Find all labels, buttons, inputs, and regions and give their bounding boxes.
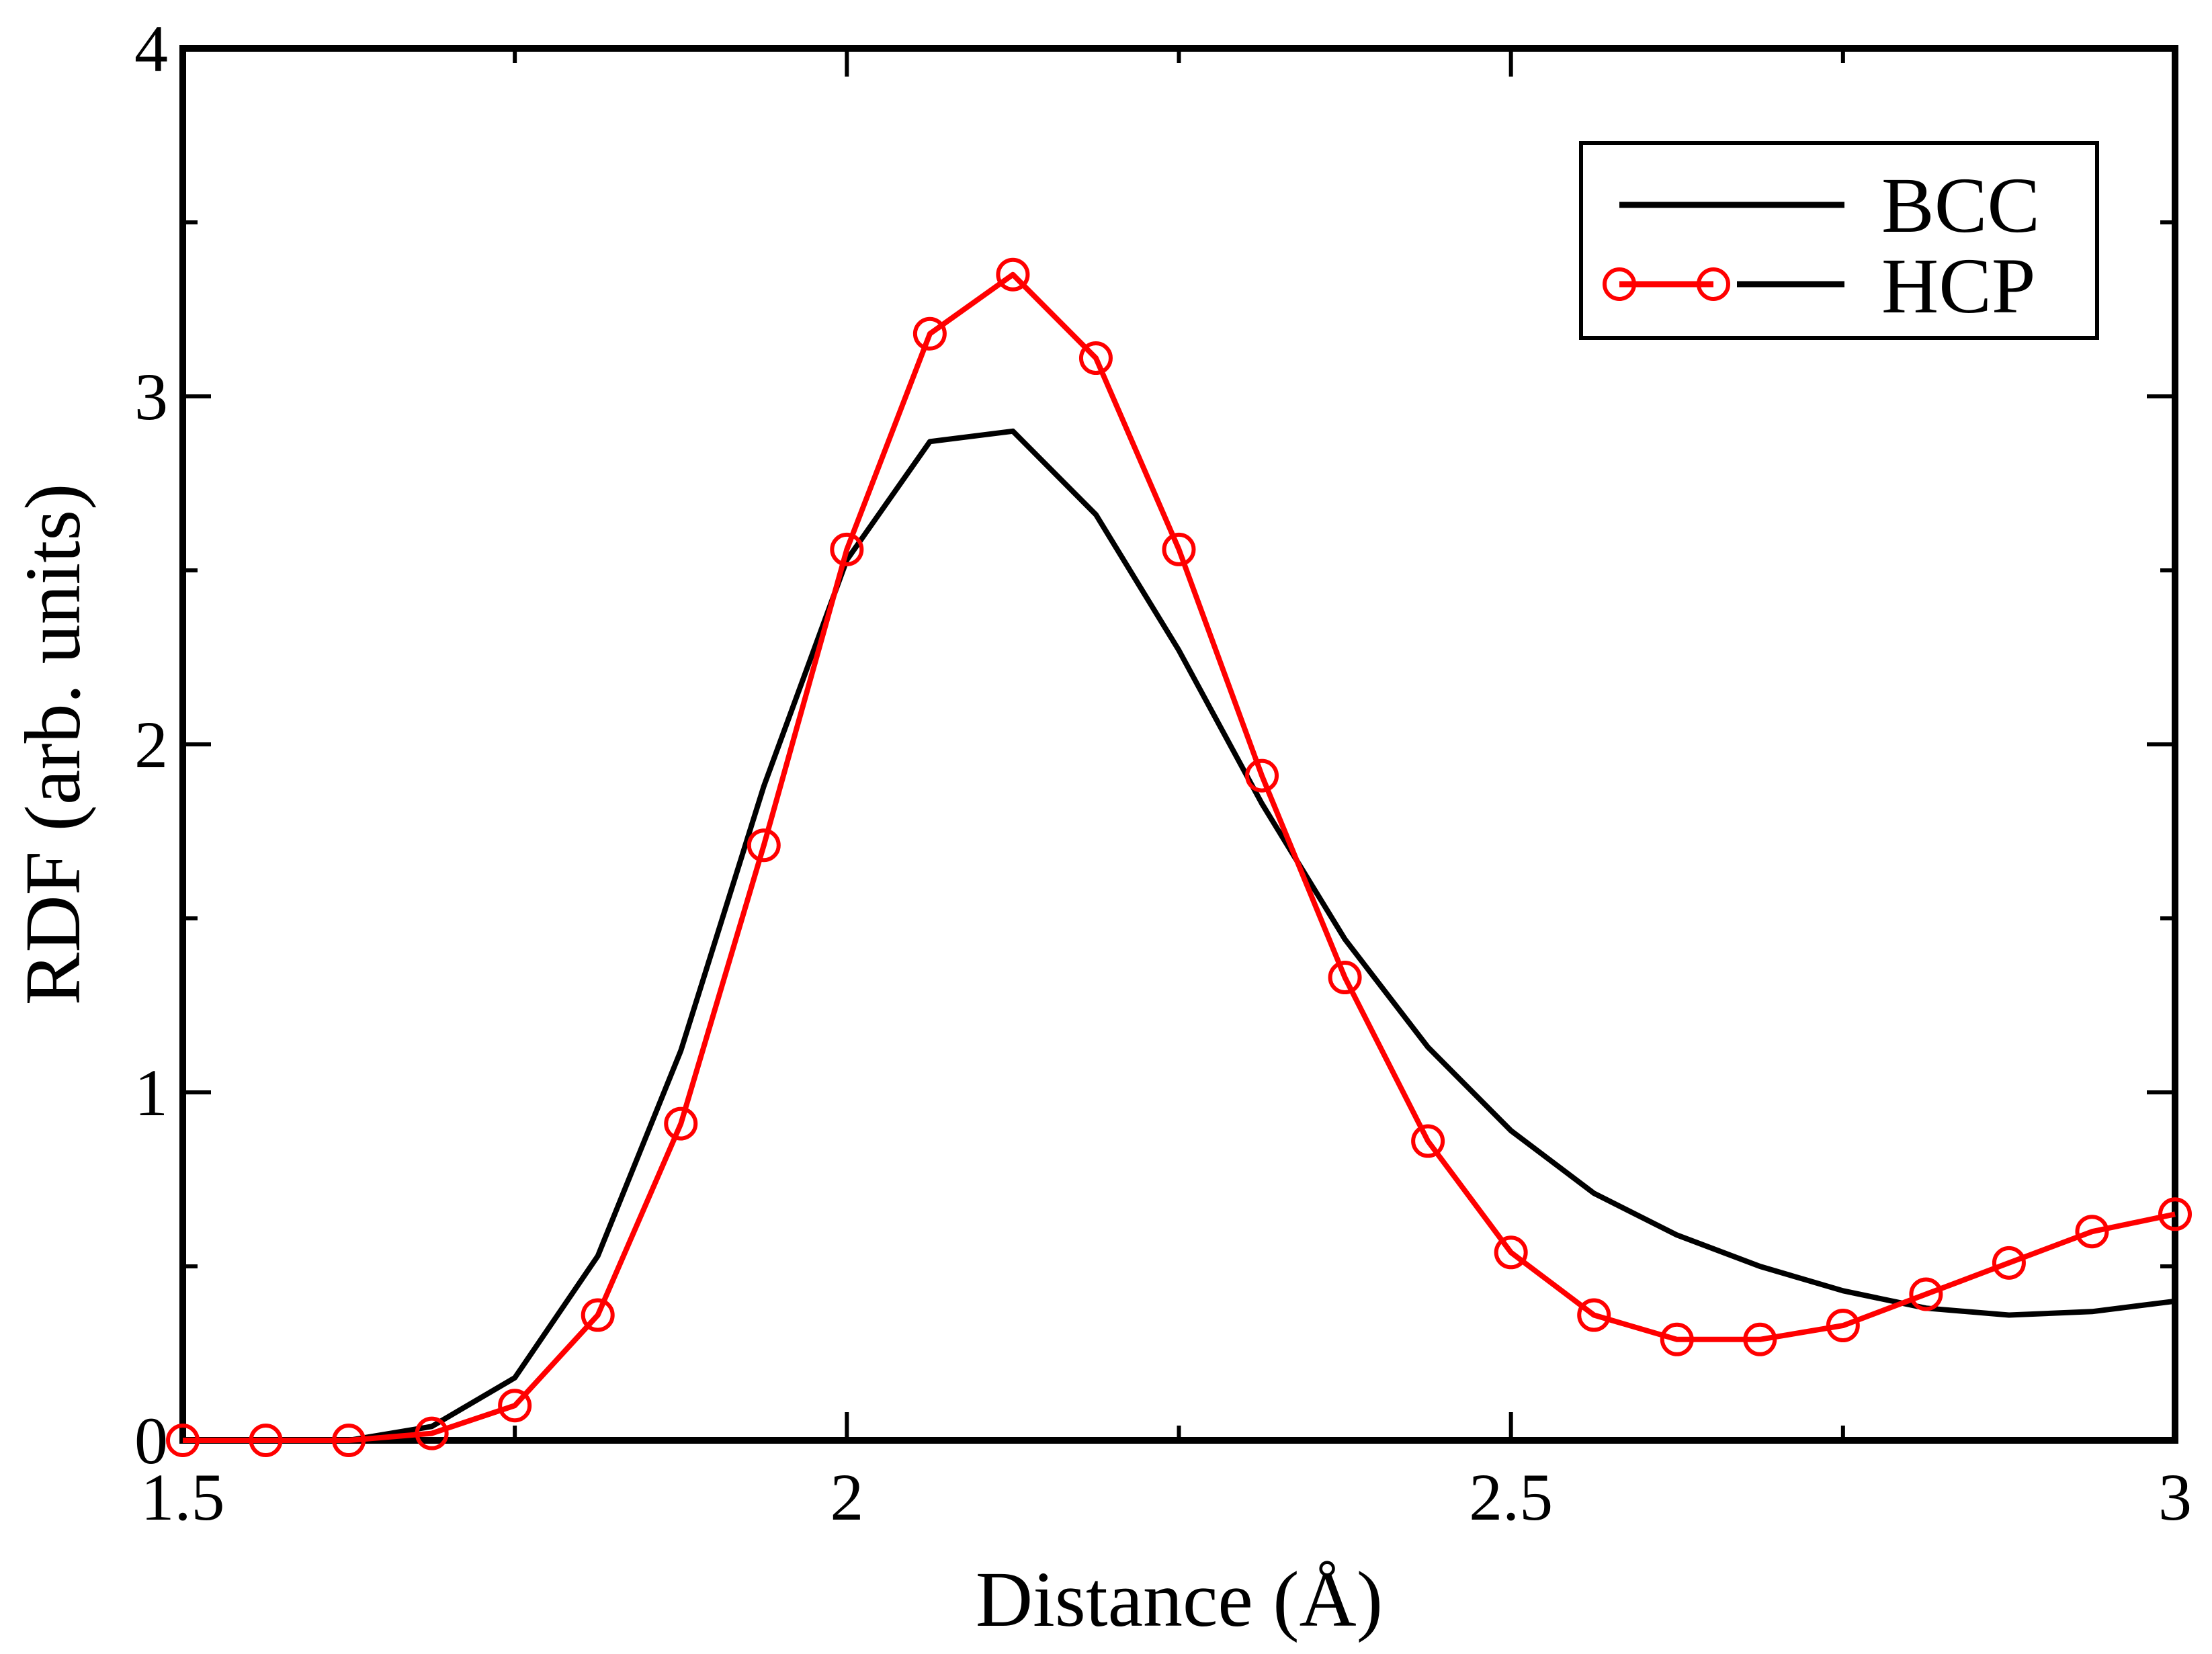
axis-ticks — [181, 46, 2177, 1442]
data-point-hcp — [1411, 1124, 1445, 1158]
data-point-hcp — [581, 1298, 615, 1332]
y-tick-label: 4 — [134, 11, 168, 86]
legend-box — [1579, 141, 2099, 340]
data-point-hcp — [830, 532, 864, 566]
x-tick-label: 2 — [830, 1460, 863, 1534]
y-tick-label: 3 — [134, 359, 168, 434]
data-point-hcp — [1826, 1309, 1860, 1343]
y-tick-label: 2 — [134, 707, 168, 782]
x-tick-label: 2.5 — [1469, 1460, 1553, 1534]
data-point-hcp — [2075, 1215, 2109, 1249]
data-point-hcp — [1577, 1298, 1611, 1332]
x-axis-label: Distance (Å) — [976, 1555, 1383, 1643]
series-layer — [166, 257, 2192, 1457]
data-point-hcp — [1078, 341, 1113, 376]
series-hcp — [166, 257, 2192, 1457]
series-line-bcc — [183, 428, 2176, 1443]
data-point-hcp — [1245, 758, 1279, 793]
data-point-hcp — [664, 1106, 698, 1141]
y-tick-label: 0 — [134, 1403, 168, 1478]
data-point-hcp — [1328, 961, 1362, 995]
data-point-hcp — [1909, 1277, 1943, 1311]
data-point-hcp — [912, 316, 947, 351]
x-tick-label: 3 — [2158, 1460, 2192, 1534]
legend-marker-hcp — [1697, 267, 1730, 301]
y-tick-label: 1 — [134, 1055, 168, 1130]
legend-entry-bcc: BCC — [1619, 161, 2040, 249]
data-point-hcp — [498, 1389, 532, 1423]
data-point-hcp — [249, 1424, 283, 1457]
data-point-hcp — [332, 1424, 366, 1457]
legend-label-hcp: HCP — [1881, 242, 2036, 330]
data-point-hcp — [415, 1416, 449, 1450]
data-point-hcp — [996, 257, 1030, 292]
legend-label-bcc: BCC — [1881, 161, 2040, 249]
y-axis-label: RDF (arb. units) — [9, 484, 97, 1006]
series-bcc — [183, 428, 2176, 1443]
data-point-hcp — [1494, 1235, 1528, 1270]
series-line-hcp — [183, 271, 2176, 1443]
data-point-hcp — [1743, 1322, 1777, 1356]
legend-marker-hcp — [1603, 267, 1636, 301]
legend: BCC HCP — [1579, 141, 2099, 340]
data-point-hcp — [2158, 1197, 2192, 1231]
legend-entry-hcp: HCP — [1603, 242, 2036, 330]
x-tick-label: 1.5 — [141, 1460, 225, 1534]
data-point-hcp — [1162, 532, 1196, 566]
data-point-hcp — [747, 828, 781, 863]
data-point-hcp — [1992, 1246, 2026, 1280]
data-point-hcp — [1660, 1322, 1694, 1356]
axis-tick-labels: 1.5 2 2.5 3 0 1 2 3 4 — [134, 11, 2192, 1534]
data-point-hcp — [166, 1424, 200, 1457]
